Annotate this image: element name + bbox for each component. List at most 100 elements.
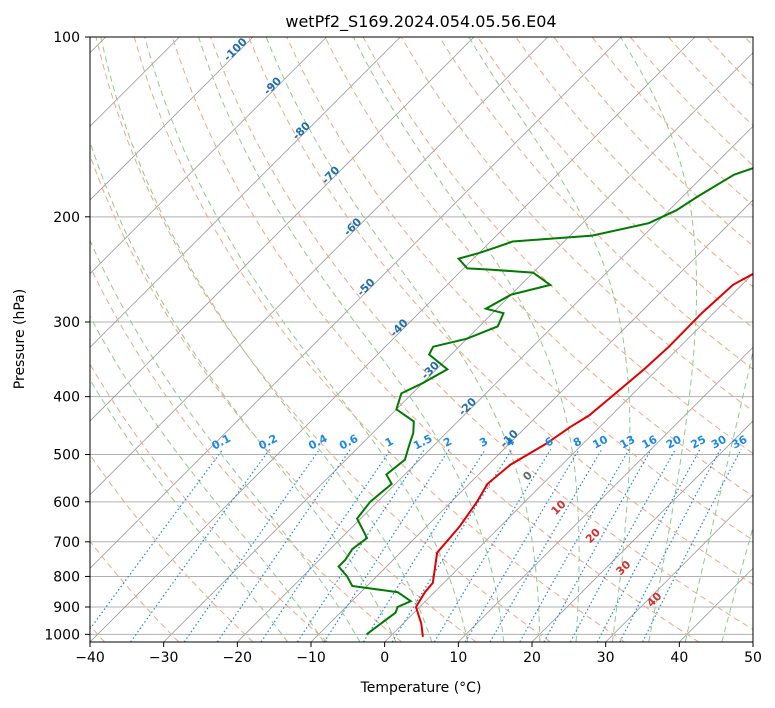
isotherm-line xyxy=(531,420,753,642)
dry-adiabat-line xyxy=(324,37,753,498)
mixing-ratio-line xyxy=(596,449,701,642)
moist-adiabat-label: 10 xyxy=(549,497,569,517)
mixing-ratio-label: 0.6 xyxy=(337,432,361,453)
mixing-ratio-label: 36 xyxy=(730,433,750,452)
mixing-ratio-label: 13 xyxy=(618,433,638,452)
moist-adiabat-label: 0 xyxy=(520,468,535,483)
mixing-ratio-label: 3 xyxy=(477,435,490,450)
dry-adiabat-label: -10 xyxy=(498,427,521,450)
dry-adiabat-line xyxy=(90,153,477,642)
mixing-ratio-line xyxy=(296,448,426,642)
plot-frame xyxy=(89,36,754,643)
y-tick-label: 600 xyxy=(53,495,80,511)
moist-adiabat-label: 20 xyxy=(583,526,603,546)
mixing-ratio-line xyxy=(569,449,676,642)
moist-adiabat-line xyxy=(468,37,631,642)
dry-adiabat-line xyxy=(591,37,753,207)
moist-adiabat-line xyxy=(759,37,775,642)
isotherm-line xyxy=(237,125,753,642)
dry-adiabat-line xyxy=(210,37,753,631)
y-tick-label: 1000 xyxy=(44,627,80,643)
y-tick-label: 100 xyxy=(53,30,80,46)
mixing-ratio-label: 0.2 xyxy=(256,432,279,453)
moist-adiabat-line xyxy=(620,37,697,642)
y-axis-label: Pressure (hPa) xyxy=(12,289,28,389)
line-labels: 0.1 0.2 0.4 0.6 1 1.5 2 3 4 6 8 10 13 16 20 25 30 36-100-… xyxy=(210,35,750,610)
dry-adiabat-label: -100 xyxy=(221,35,250,64)
mixing-ratio-label: 20 xyxy=(664,433,684,452)
chart-title: wetPf2_S169.2024.054.05.56.E04 xyxy=(285,12,556,32)
axes: −40 −30 −20 −10 0 10 20 30 40 5010020030040050060… xyxy=(44,30,762,666)
mixing-ratio-line xyxy=(362,448,486,642)
dry-adiabat-label: -60 xyxy=(341,215,364,238)
x-tick-label: −30 xyxy=(149,650,179,666)
moist-adiabat-line xyxy=(90,140,397,642)
mixing-ratio-line xyxy=(642,449,742,642)
dry-adiabat-line xyxy=(744,37,753,47)
x-tick-label: −40 xyxy=(75,650,105,666)
x-tick-label: 20 xyxy=(523,650,541,666)
x-tick-label: 0 xyxy=(380,650,389,666)
dry-adiabat-line xyxy=(515,37,753,288)
background-lines xyxy=(90,37,775,642)
isotherm-line xyxy=(90,37,475,422)
x-tick-label: 40 xyxy=(670,650,688,666)
mixing-ratio-label: 25 xyxy=(689,433,709,452)
dry-adiabat-label: -70 xyxy=(319,163,342,186)
moist-adiabat-line xyxy=(90,314,325,642)
dry-adiabat-line xyxy=(90,265,403,642)
dry-adiabat-line xyxy=(171,37,700,642)
mixing-ratio-label: 16 xyxy=(640,433,660,452)
isotherm-line xyxy=(90,37,696,642)
moist-adiabat-line xyxy=(100,37,433,642)
dry-adiabat-line xyxy=(90,363,328,642)
dry-adiabat-line xyxy=(133,37,625,642)
y-tick-label: 400 xyxy=(53,390,80,406)
mixing-ratio-line xyxy=(90,448,224,630)
x-axis-label: Temperature (°C) xyxy=(360,680,482,696)
moist-adiabat-line xyxy=(265,37,541,642)
moist-adiabat-line xyxy=(90,239,361,642)
isotherm-line xyxy=(458,346,753,642)
x-tick-label: 30 xyxy=(597,650,615,666)
mixing-ratio-line xyxy=(464,448,580,642)
dry-adiabat-line xyxy=(706,37,753,87)
dry-adiabat-line xyxy=(248,37,753,586)
moist-adiabat-line xyxy=(90,378,289,642)
x-tick-label: −20 xyxy=(223,650,253,666)
mixing-ratio-label: 0.1 xyxy=(210,432,233,453)
dry-adiabat-line xyxy=(400,37,753,412)
x-tick-label: 50 xyxy=(744,650,762,666)
dry-adiabat-label: -80 xyxy=(290,119,313,142)
mixing-ratio-line xyxy=(216,448,351,642)
dry-adiabat-line xyxy=(668,37,753,127)
y-tick-label: 700 xyxy=(53,535,80,551)
dry-adiabat-line xyxy=(286,37,753,541)
mixing-ratio-label: 1.5 xyxy=(411,432,434,453)
isotherm-line xyxy=(90,37,622,569)
mixing-ratio-line xyxy=(183,448,321,642)
isotherm-line xyxy=(752,641,753,642)
temperature-line xyxy=(414,272,753,638)
isotherm-line xyxy=(90,37,254,201)
mixing-ratio-line xyxy=(323,448,450,642)
isotherm-line xyxy=(310,199,753,642)
mixing-ratio-label: 1 xyxy=(383,435,396,450)
dry-adiabat-label: -20 xyxy=(456,395,479,418)
isotherm-line xyxy=(384,273,753,642)
dry-adiabat-line xyxy=(438,37,753,370)
moist-adiabat-label: 30 xyxy=(613,558,633,578)
dewpoint-line xyxy=(337,167,753,636)
isotherm-line xyxy=(605,494,753,642)
mixing-ratio-label: 6 xyxy=(543,434,556,449)
moist-adiabat-line xyxy=(721,525,753,642)
mixing-ratio-line xyxy=(391,448,513,642)
dry-adiabat-line xyxy=(90,453,254,642)
mixing-ratio-label: 10 xyxy=(590,433,610,452)
y-tick-label: 900 xyxy=(53,600,80,616)
isotherm-line xyxy=(90,37,548,496)
dry-adiabat-line xyxy=(477,37,753,329)
moist-adiabat-line xyxy=(144,37,469,642)
dry-adiabat-line xyxy=(95,37,551,642)
